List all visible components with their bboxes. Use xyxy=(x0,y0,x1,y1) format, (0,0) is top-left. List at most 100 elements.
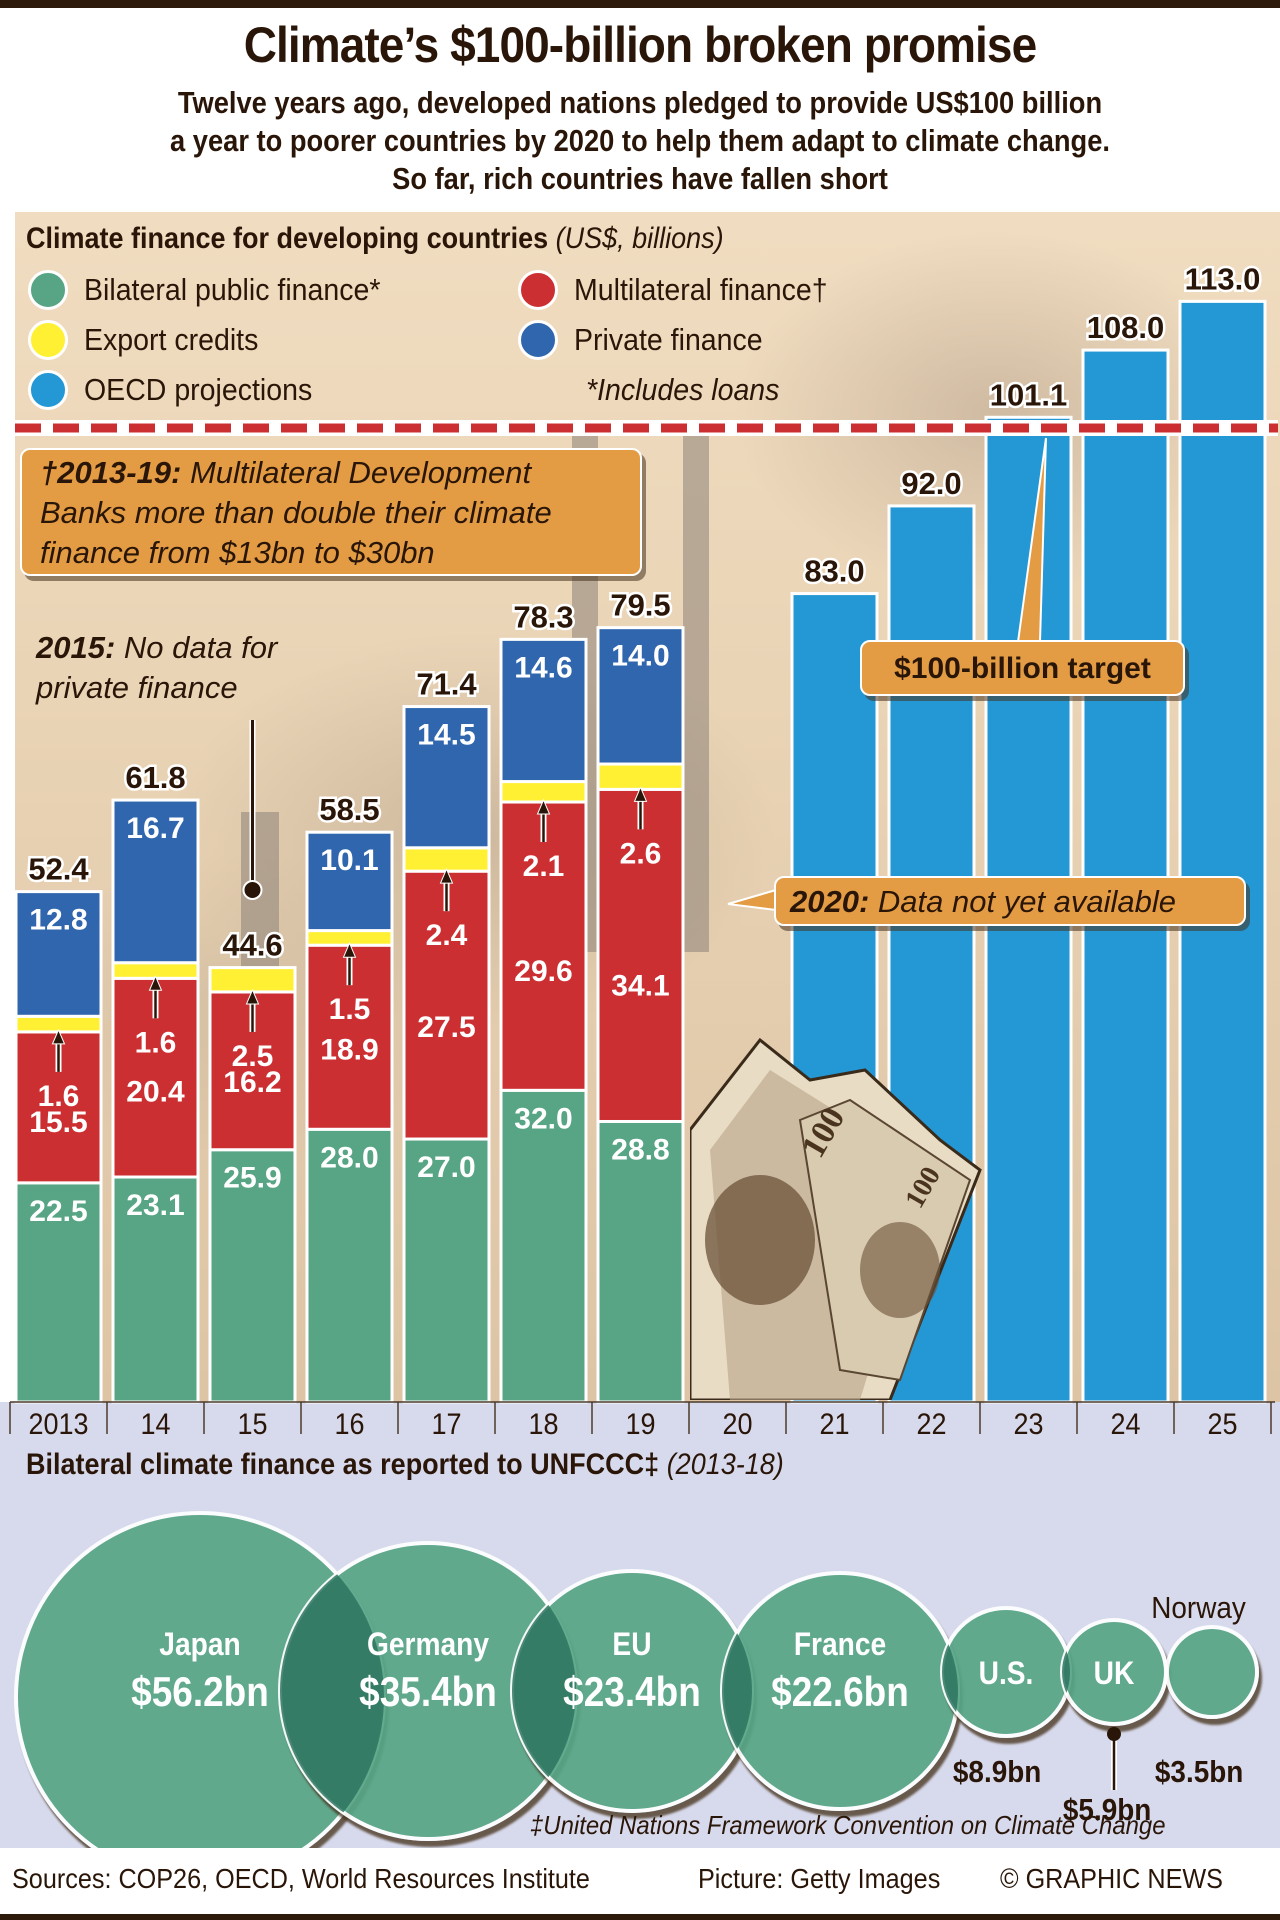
segment-label-export-15: 2.5 xyxy=(232,1040,274,1073)
x-tick-label: 15 xyxy=(237,1408,268,1441)
picture-credit: Picture: Getty Images xyxy=(698,1863,941,1894)
x-tick-label: 16 xyxy=(334,1408,365,1441)
callout-bold: 2020: xyxy=(790,884,870,919)
segment-label-multilateral-18: 29.6 xyxy=(514,955,572,988)
bubble-name-label: Norway xyxy=(1151,1590,1246,1625)
callout-text: finance from $13bn to $30bn xyxy=(40,535,435,570)
chimney-shape xyxy=(683,432,709,952)
segment-label-bilateral-15: 25.9 xyxy=(223,1162,281,1195)
legend-units: (US$, billions) xyxy=(555,222,724,255)
callout-bold: †2013-19: xyxy=(40,455,182,490)
sources-credit: Sources: COP26, OECD, World Resources In… xyxy=(12,1863,590,1894)
legend-note: *Includes loans xyxy=(586,372,780,407)
segment-label-multilateral-17: 27.5 xyxy=(417,1011,475,1044)
export-arrow-head xyxy=(633,786,648,802)
bubble-title-text: Bilateral climate finance as reported to… xyxy=(26,1448,660,1481)
bar-segment-private-2013 xyxy=(14,890,103,1018)
legend-label: Export credits xyxy=(84,322,259,357)
segment-label-export-2013: 1.6 xyxy=(38,1080,80,1113)
bar-segment-private-14 xyxy=(111,798,200,965)
x-tick-label: 2013 xyxy=(28,1408,89,1441)
bar-segment-bilateral-18 xyxy=(499,1088,588,1404)
x-tick-label: 25 xyxy=(1207,1408,1238,1441)
segment-label-bilateral-16: 28.0 xyxy=(320,1141,378,1174)
legend-swatch-private xyxy=(518,320,558,360)
x-tick-label: 17 xyxy=(431,1408,462,1441)
legend-swatch-oecd xyxy=(28,370,68,410)
legend-item-private: Private finance xyxy=(518,320,779,360)
legend-label: Bilateral public finance* xyxy=(84,272,381,307)
segment-label-export-18: 2.1 xyxy=(523,850,565,883)
legend-swatch-bilateral xyxy=(28,270,68,310)
segment-label-private-16: 10.1 xyxy=(320,844,378,877)
x-axis xyxy=(9,1401,1275,1434)
segment-label-bilateral-18: 32.0 xyxy=(514,1102,572,1135)
top-rule xyxy=(0,0,1280,8)
bubble-name-label: Japan xyxy=(159,1626,241,1662)
bar-segment-private-16 xyxy=(305,830,394,933)
total-label-2013: 52.4 xyxy=(28,852,89,887)
segment-label-export-19: 2.6 xyxy=(620,837,662,870)
unfccc-footnote: ‡United Nations Framework Convention on … xyxy=(530,1810,1166,1840)
legend-swatch-multilateral xyxy=(518,270,558,310)
bubbles-layer xyxy=(14,1511,1259,1883)
segment-label-private-14: 16.7 xyxy=(126,812,184,845)
bubble-name-label: Germany xyxy=(366,1626,490,1662)
export-arrow-head xyxy=(245,988,260,1005)
bar-segment-bilateral-16 xyxy=(305,1127,394,1404)
segment-label-multilateral-14: 20.4 xyxy=(126,1076,185,1109)
subtitle-line: Twelve years ago, developed nations pled… xyxy=(177,85,1103,120)
bubble-period: (2013-18) xyxy=(666,1448,784,1481)
page-title: Climate’s $100-billion broken promise xyxy=(243,17,1037,73)
segment-label-multilateral-16: 18.9 xyxy=(320,1033,378,1066)
segment-label-export-17: 2.4 xyxy=(426,919,468,952)
dollar-bills-image: 100 100 xyxy=(690,1037,982,1400)
bar-oecd-25 xyxy=(1178,299,1267,1404)
segment-label-bilateral-19: 28.8 xyxy=(611,1133,669,1166)
export-arrow-head xyxy=(536,798,551,815)
bar-segment-bilateral-2013 xyxy=(14,1181,103,1404)
bar-segment-bilateral-15 xyxy=(208,1148,297,1404)
legend-label: Multilateral finance† xyxy=(574,272,828,307)
total-label-19: 79.5 xyxy=(610,588,670,623)
bar-segment-bilateral-14 xyxy=(111,1175,200,1404)
segment-label-private-17: 14.5 xyxy=(417,719,475,752)
legend-label: OECD projections xyxy=(84,372,313,407)
bar-segment-private-19 xyxy=(596,626,685,766)
data-not-available-callout: 2020: Data not yet available xyxy=(774,876,1246,926)
pointer-2015-dot xyxy=(242,880,263,900)
total-label-21: 83.0 xyxy=(804,554,864,589)
segment-label-bilateral-14: 23.1 xyxy=(126,1189,184,1222)
bubble-value-label: $56.2bn xyxy=(131,1668,269,1715)
bar-segment-export-15 xyxy=(208,966,297,994)
bars-layer: 22.515.51.612.852.423.120.41.616.761.825… xyxy=(14,259,1278,1404)
bubble-value-label: $22.6bn xyxy=(771,1668,909,1715)
legend-item-export: Export credits xyxy=(28,320,274,360)
legend-item-multilateral: Multilateral finance† xyxy=(518,270,850,310)
mdb-callout: †2013-19: Multilateral Development Banks… xyxy=(20,448,642,576)
x-tick-label: 18 xyxy=(528,1408,559,1441)
bubble-name-label: France xyxy=(793,1626,887,1662)
total-label-15: 44.6 xyxy=(222,928,282,963)
segment-label-bilateral-17: 27.0 xyxy=(417,1151,475,1184)
total-label-17: 71.4 xyxy=(416,667,477,702)
x-tick-label: 23 xyxy=(1013,1408,1044,1441)
segment-label-multilateral-2013: 15.5 xyxy=(29,1106,87,1139)
callout-text: Multilateral Development xyxy=(181,455,532,490)
graphic-news-credit: © GRAPHIC NEWS xyxy=(1000,1863,1223,1894)
uk-pointer-dot xyxy=(1107,1727,1121,1741)
no-data-2015-note: 2015: No data for private finance xyxy=(36,628,277,708)
segment-label-bilateral-2013: 22.5 xyxy=(29,1195,87,1228)
page-subtitle: Twelve years ago, developed nations pled… xyxy=(77,84,1203,198)
segment-label-multilateral-19: 34.1 xyxy=(611,969,669,1002)
legend-label: Private finance xyxy=(574,322,763,357)
note-text: private finance xyxy=(36,670,238,705)
total-label-22: 92.0 xyxy=(901,466,961,501)
total-label-16: 58.5 xyxy=(319,792,379,827)
note-bold: 2015: xyxy=(36,630,116,665)
segment-label-multilateral-15: 16.2 xyxy=(223,1066,281,1099)
legend-item-oecd: OECD projections xyxy=(28,370,332,410)
footer: Sources: COP26, OECD, World Resources In… xyxy=(0,1848,1280,1914)
x-tick-label: 22 xyxy=(916,1408,947,1441)
bubble-overlap xyxy=(280,1543,384,1839)
